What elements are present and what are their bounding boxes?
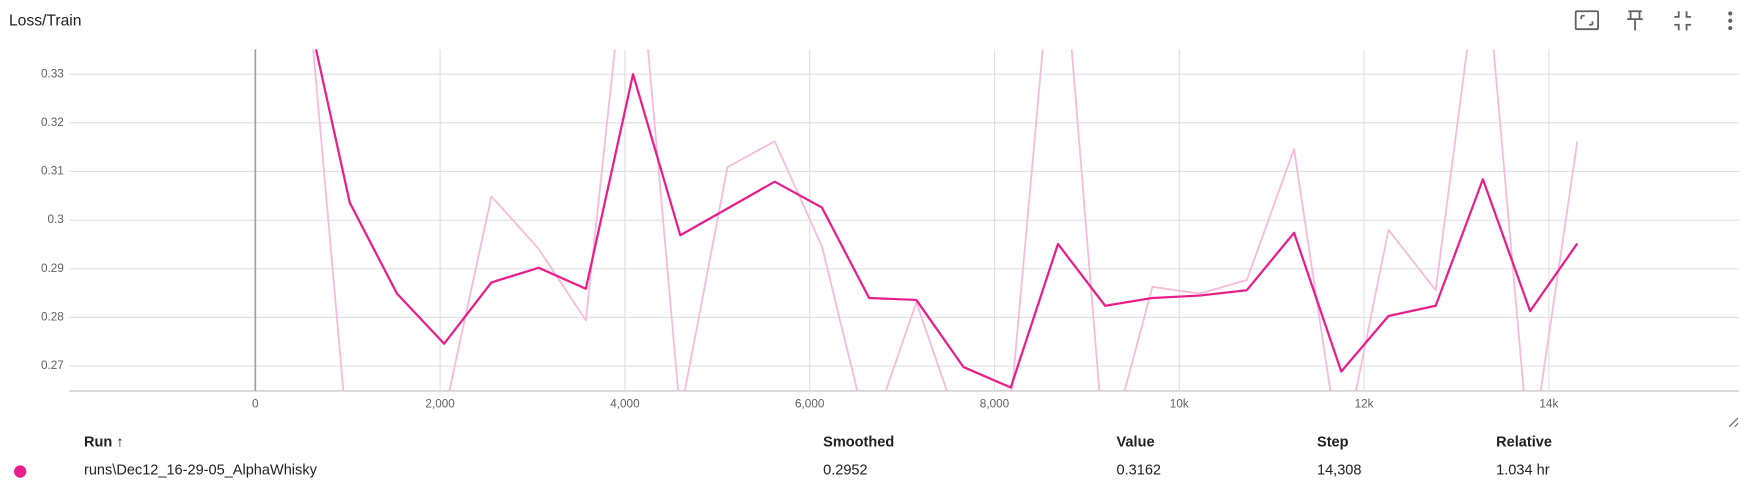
collapse-button[interactable]	[1674, 11, 1692, 31]
table-cell: 0.3162	[1117, 462, 1162, 478]
column-header: Step	[1317, 434, 1349, 450]
x-tick-label: 14k	[1539, 397, 1558, 410]
pin-button[interactable]	[1627, 10, 1643, 31]
menu-button[interactable]	[1728, 11, 1733, 31]
x-tick-label: 6,000	[795, 397, 825, 410]
x-tick-label: 8,000	[980, 397, 1010, 410]
x-tick-label: 4,000	[610, 397, 640, 410]
table-cell: runs\Dec12_16-29-05_AlphaWhisky	[84, 462, 318, 478]
table-cell: 0.2952	[823, 462, 868, 478]
y-tick-label: 0.29	[41, 262, 64, 275]
series-line	[312, 49, 1579, 391]
run-table: Run ↑ Smoothed Value Step Relative runs\Dec12…	[13, 434, 1552, 478]
table-cell: 1.034 hr	[1496, 462, 1550, 478]
table-cell: 14,308	[1317, 462, 1362, 478]
x-tick-label: 10k	[1170, 397, 1189, 410]
run-color-dot	[13, 465, 27, 478]
y-tick-label: 0.32	[41, 116, 64, 129]
x-tick-label: 2,000	[425, 397, 455, 410]
y-tick-label: 0.31	[41, 165, 64, 178]
x-tick-label: 0	[252, 397, 259, 410]
y-tick-label: 0.27	[41, 359, 64, 372]
y-tick-label: 0.28	[41, 311, 64, 324]
toolbar	[1574, 10, 1733, 31]
x-tick-label: 12k	[1355, 397, 1374, 410]
y-tick-label: 0.3	[47, 213, 64, 226]
series-line	[314, 49, 1579, 389]
y-tick-label: 0.33	[41, 67, 64, 80]
fullscreen-button[interactable]	[1574, 10, 1599, 31]
column-header: Smoothed	[823, 434, 894, 450]
card-title: Loss/Train	[9, 13, 82, 30]
column-header: Value	[1117, 434, 1155, 450]
series-group	[312, 49, 1579, 391]
resize-handle[interactable]	[1728, 417, 1739, 428]
column-header: Run ↑	[84, 434, 124, 450]
column-header: Relative	[1496, 434, 1552, 450]
plot-area: 0.27 0.28 0.29 0.3 0.31 0.32 0.33 0 2,000 4,000 6,…	[41, 49, 1740, 410]
